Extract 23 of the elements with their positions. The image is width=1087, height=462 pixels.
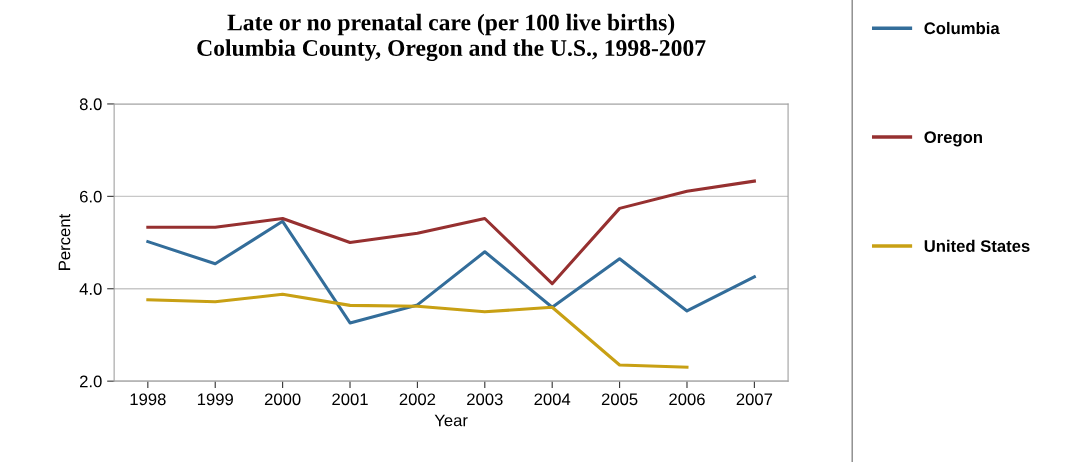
x-tick-label: 2003 [467, 393, 503, 406]
line-series [146, 219, 756, 325]
x-tick-label: 1999 [197, 393, 233, 406]
line-series [146, 292, 689, 369]
x-tick-label: 2005 [601, 393, 638, 406]
legend-label: United States [924, 239, 1030, 252]
y-tick-label: 6.0 [80, 190, 102, 203]
line-series [146, 179, 756, 286]
y-axis-title: Percent [58, 213, 71, 270]
legend-label: Oregon [924, 131, 982, 147]
y-tick-label: 2.0 [80, 375, 102, 388]
x-tick-label: 2006 [669, 393, 705, 406]
x-tick-label: 2002 [399, 393, 436, 406]
y-tick-label: 4.0 [79, 283, 102, 295]
x-tick-label: 2007 [736, 393, 773, 406]
x-tick-label: 2004 [534, 393, 571, 406]
x-tick-label: 1998 [130, 393, 166, 406]
x-tick-label: 2000 [264, 393, 301, 406]
y-tick-label: 8.0 [79, 98, 102, 111]
x-axis-title: Year [434, 414, 468, 427]
legend-label: Columbia [924, 21, 1000, 35]
x-tick-label: 2001 [332, 393, 368, 406]
chart-title: Late or no prenatal care (per 100 live births) Columbia County, Oregon and the U.S., 1998-2007 [197, 13, 706, 61]
